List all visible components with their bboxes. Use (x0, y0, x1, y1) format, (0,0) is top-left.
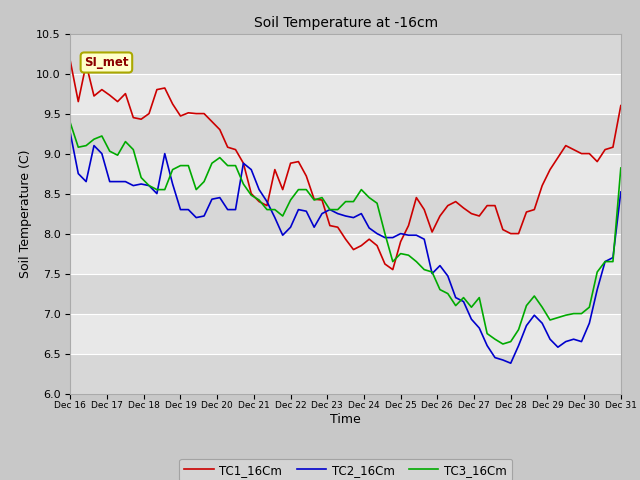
Line: TC3_16Cm: TC3_16Cm (70, 123, 621, 344)
TC2_16Cm (83, 179, 90, 184)
TC1_16Cm (334, 224, 342, 230)
TC1_16Cm (491, 203, 499, 208)
TC3_16Cm (483, 331, 491, 336)
Bar (70, 114, 621, 154)
TC2_16Cm (507, 360, 515, 366)
X-axis label: Time: Time (330, 413, 361, 426)
TC2_16Cm (67, 131, 74, 136)
TC1_16Cm (224, 144, 232, 150)
TC1_16Cm (389, 267, 397, 273)
TC2_16Cm (397, 231, 404, 237)
TC1_16Cm (67, 59, 74, 64)
TC3_16Cm (617, 165, 625, 171)
TC3_16Cm (83, 143, 90, 148)
Bar (70, 193, 621, 234)
TC3_16Cm (593, 269, 601, 275)
TC1_16Cm (404, 223, 412, 228)
TC2_16Cm (617, 189, 625, 195)
TC2_16Cm (483, 343, 491, 348)
Bar (70, 274, 621, 313)
Y-axis label: Soil Temperature (C): Soil Temperature (C) (19, 149, 32, 278)
TC3_16Cm (499, 341, 507, 347)
TC1_16Cm (83, 61, 90, 67)
TC1_16Cm (617, 103, 625, 108)
TC2_16Cm (593, 287, 601, 292)
TC3_16Cm (224, 163, 232, 168)
Title: Soil Temperature at -16cm: Soil Temperature at -16cm (253, 16, 438, 30)
TC3_16Cm (334, 207, 342, 213)
Bar (70, 34, 621, 73)
TC3_16Cm (397, 251, 404, 256)
Line: TC1_16Cm: TC1_16Cm (70, 61, 621, 270)
Bar (70, 354, 621, 394)
TC2_16Cm (334, 211, 342, 216)
Legend: TC1_16Cm, TC2_16Cm, TC3_16Cm: TC1_16Cm, TC2_16Cm, TC3_16Cm (179, 459, 512, 480)
TC2_16Cm (224, 207, 232, 213)
TC1_16Cm (593, 159, 601, 165)
TC3_16Cm (67, 120, 74, 126)
Line: TC2_16Cm: TC2_16Cm (70, 133, 621, 363)
Text: SI_met: SI_met (84, 56, 129, 69)
